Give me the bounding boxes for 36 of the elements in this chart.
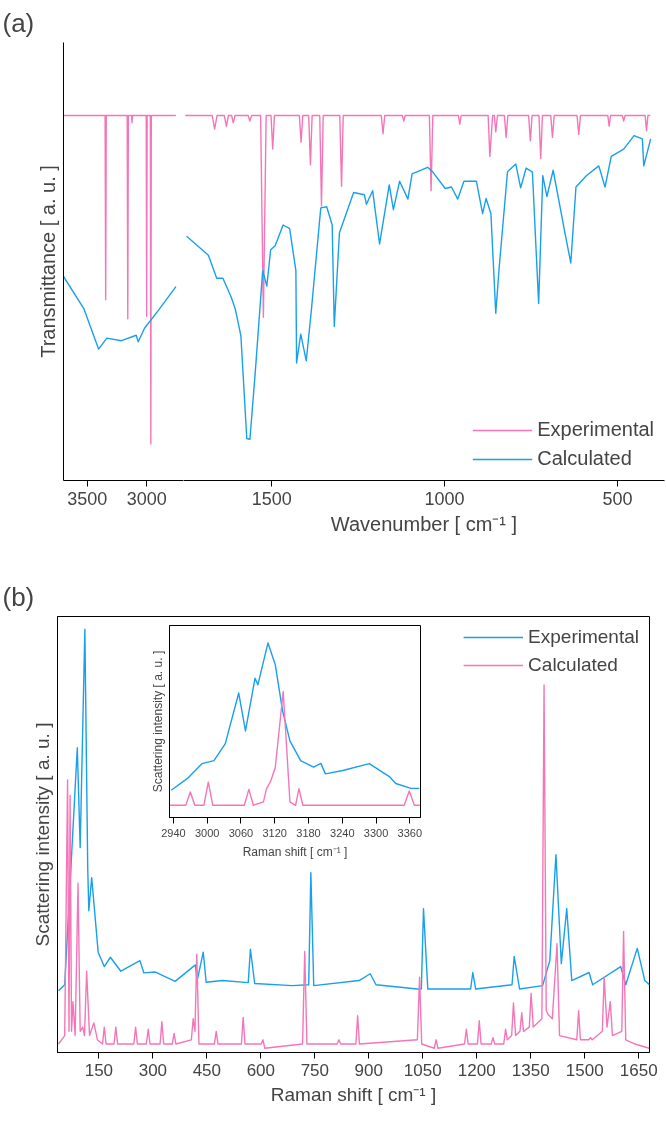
y-axis-title: Transmittance [ a. u. ]: [36, 165, 59, 358]
chart-title: (b): [2, 581, 35, 612]
x-tick-label: 450: [192, 1060, 222, 1080]
x-tick-label: 1500: [251, 488, 292, 509]
x-tick-label: 3500: [67, 488, 108, 509]
chart-title: (a): [2, 7, 35, 38]
x-axis-title: Wavenumber [ cm⁻¹ ]: [330, 512, 518, 535]
x-tick-label: 900: [354, 1060, 383, 1080]
x-tick-label: 1500: [565, 1060, 604, 1080]
y-axis-title: Scattering intensity [ a. u. ]: [150, 650, 165, 793]
legend-label: Experimental: [528, 626, 639, 648]
x-tick-label: 300: [138, 1060, 168, 1080]
legend-label: Calculated: [537, 447, 632, 470]
legend-label: Experimental: [537, 418, 654, 441]
x-tick-label: 3120: [262, 826, 287, 839]
x-tick-label: 1350: [511, 1060, 550, 1080]
x-tick-label: 750: [300, 1060, 330, 1080]
x-axis-title: Raman shift [ cm⁻¹ ]: [270, 1083, 437, 1105]
x-tick-label: 1050: [403, 1060, 442, 1080]
x-tick-label: 3240: [330, 826, 355, 839]
x-tick-label: 1650: [619, 1060, 658, 1080]
x-tick-label: 600: [246, 1060, 276, 1080]
y-axis-title: Scattering intensity [ a. u. ]: [31, 722, 53, 947]
x-tick-label: 3180: [296, 826, 321, 839]
x-tick-label: 500: [602, 488, 633, 509]
legend-label: Calculated: [528, 654, 618, 676]
x-tick-label: 1000: [424, 488, 465, 509]
x-tick-label: 3000: [126, 488, 167, 509]
x-tick-label: 2940: [161, 826, 186, 839]
x-tick-label: 3360: [397, 826, 423, 839]
x-tick-label: 3060: [228, 826, 254, 839]
x-tick-label: 1200: [457, 1060, 496, 1080]
x-tick-label: 3000: [194, 826, 220, 839]
x-axis-title: Raman shift [ cm⁻¹ ]: [242, 844, 348, 859]
x-tick-label: 150: [84, 1060, 114, 1080]
x-tick-label: 3300: [363, 826, 389, 839]
